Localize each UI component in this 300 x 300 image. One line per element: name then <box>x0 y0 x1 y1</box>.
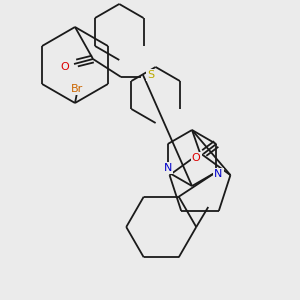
Text: N: N <box>214 169 222 179</box>
Text: O: O <box>192 153 201 163</box>
Text: S: S <box>147 70 155 80</box>
Text: O: O <box>61 62 69 72</box>
Text: N: N <box>164 163 172 173</box>
Text: Br: Br <box>71 84 83 94</box>
